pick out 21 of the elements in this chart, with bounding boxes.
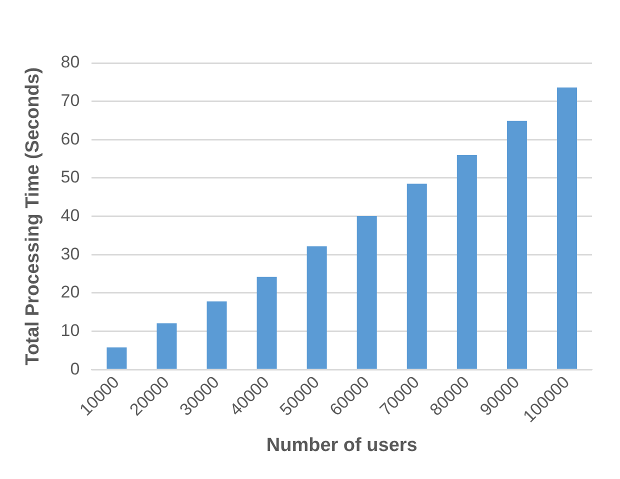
bar — [506, 120, 527, 369]
bar — [406, 184, 427, 369]
bar — [106, 347, 127, 369]
y-axis-title: Total Processing Time (Seconds) — [22, 67, 44, 366]
y-tick-label: 60 — [60, 129, 80, 148]
y-tick-label: 70 — [60, 91, 80, 110]
y-tick-label: 10 — [60, 321, 80, 340]
bar — [556, 88, 577, 369]
bar — [156, 323, 177, 369]
bar — [256, 276, 277, 369]
y-tick-label: 20 — [60, 282, 80, 302]
y-tick-label: 80 — [60, 52, 80, 72]
bar — [306, 246, 327, 369]
y-tick-label: 30 — [60, 244, 80, 264]
x-axis-title: Number of users — [266, 434, 418, 456]
y-tick-label: 0 — [70, 359, 80, 378]
y-tick-label: 50 — [60, 168, 80, 187]
bar — [356, 216, 377, 369]
bar — [206, 301, 227, 369]
bar — [456, 155, 477, 369]
y-tick-label: 40 — [60, 206, 80, 226]
